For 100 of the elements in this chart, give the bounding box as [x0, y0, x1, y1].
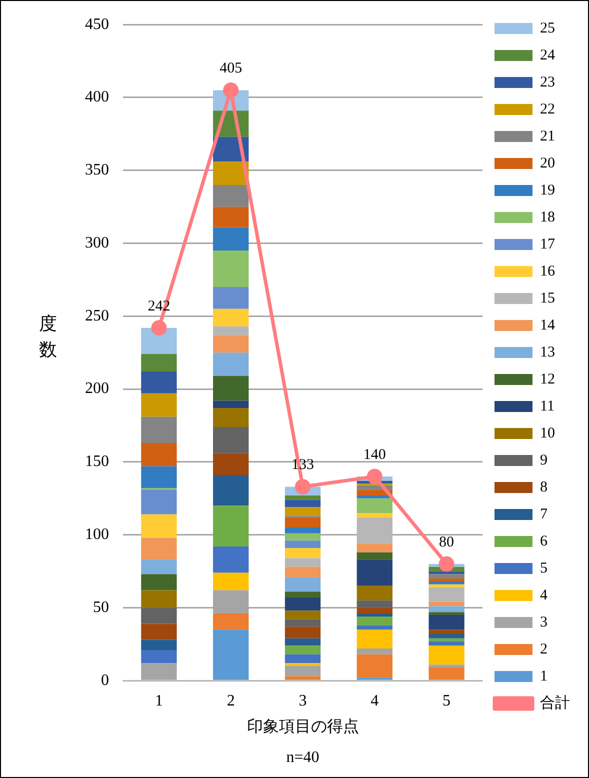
x-tick-label: 2: [226, 692, 235, 710]
bar: [141, 490, 177, 514]
bar: [428, 587, 464, 602]
bar: [213, 506, 249, 546]
legend-label: 21: [540, 128, 555, 144]
bar: [213, 162, 249, 185]
bar: [141, 393, 177, 417]
x-tick-label: 5: [442, 692, 451, 710]
bar: [284, 500, 321, 508]
bar: [213, 326, 249, 336]
bar: [356, 654, 392, 678]
bar: [141, 650, 177, 664]
bar: [356, 544, 392, 552]
bar: [141, 442, 177, 466]
legend-label: 10: [540, 425, 555, 442]
legend-label: 19: [540, 182, 555, 198]
bar: [284, 517, 321, 528]
point: [223, 82, 239, 98]
legend-label: 合計: [540, 694, 570, 712]
y-tick-label: 200: [85, 380, 109, 398]
bar: [356, 517, 392, 544]
legend-label: 7: [540, 506, 548, 522]
bar: [428, 581, 464, 584]
bar: [284, 507, 321, 516]
bar: [141, 372, 177, 394]
bar: [284, 638, 321, 646]
bar: [428, 612, 464, 615]
bar: [284, 626, 321, 638]
bar: [213, 206, 249, 228]
legend-label: 20: [540, 155, 555, 172]
bar: [213, 184, 249, 207]
legend-label: 6: [540, 533, 548, 550]
bar: [428, 667, 464, 680]
legend-label: 9: [540, 452, 548, 468]
legend-label: 1: [540, 668, 548, 684]
bar: [428, 634, 464, 638]
bar: [284, 666, 321, 676]
y-tick-label: 350: [85, 162, 109, 179]
x-tick-label: 1: [154, 692, 163, 710]
x-axis-title: 印象項目の得点: [246, 718, 359, 736]
x-tick-label: 3: [298, 692, 307, 710]
bar: [284, 646, 321, 654]
bar: [141, 466, 177, 488]
bar: [428, 602, 464, 606]
bar: [284, 663, 321, 666]
bar: [284, 654, 321, 664]
legend-label: 2: [540, 641, 548, 658]
bar: [213, 426, 249, 454]
bar: [141, 590, 177, 608]
bar: [356, 498, 392, 513]
bar: [213, 400, 249, 408]
data-label: 242: [148, 298, 170, 314]
bar: [213, 408, 249, 427]
point: [295, 478, 310, 494]
x-tick-label: 4: [370, 692, 379, 710]
legend-label: 5: [540, 560, 548, 576]
y-tick-label: 300: [85, 234, 109, 252]
y-tick-label: 100: [85, 526, 109, 544]
bar: [356, 552, 392, 560]
bar: [213, 630, 249, 680]
legend-label: 23: [540, 74, 555, 90]
data-label: 140: [363, 446, 386, 463]
y-tick-label: 400: [85, 88, 109, 106]
bar: [356, 600, 392, 608]
bar: [213, 614, 249, 630]
y-tick-label: 0: [101, 672, 109, 689]
data-label: 80: [439, 534, 454, 550]
bar: [213, 352, 249, 376]
bar: [284, 619, 321, 627]
bar: [284, 566, 321, 578]
bar: [428, 615, 464, 630]
y-axis-title: 度数: [39, 313, 57, 360]
legend-label: 25: [540, 20, 555, 36]
bar: [213, 572, 249, 590]
legend-label: 18: [540, 209, 555, 226]
bar: [428, 578, 464, 582]
y-tick-label: 250: [85, 307, 109, 324]
bar: [284, 540, 321, 548]
bar: [356, 630, 392, 649]
legend-label: 16: [540, 263, 556, 280]
bar: [284, 577, 321, 592]
text: n=40: [286, 749, 320, 766]
bar: [141, 538, 177, 560]
point: [151, 320, 167, 336]
bar: [356, 495, 392, 498]
bar: [428, 574, 464, 579]
y-tick-label: 450: [85, 16, 109, 33]
bar: [356, 625, 392, 630]
y-tick-label: 150: [85, 453, 109, 470]
bar: [141, 574, 177, 590]
bar: [213, 335, 249, 353]
bar: [428, 584, 464, 588]
bar: [141, 624, 177, 640]
bar: [428, 641, 464, 646]
legend-label: 17: [540, 236, 556, 252]
bar: [284, 558, 321, 567]
legend-label: 15: [540, 290, 555, 306]
bar: [284, 676, 321, 680]
bar: [284, 592, 321, 598]
bar: [428, 664, 464, 668]
